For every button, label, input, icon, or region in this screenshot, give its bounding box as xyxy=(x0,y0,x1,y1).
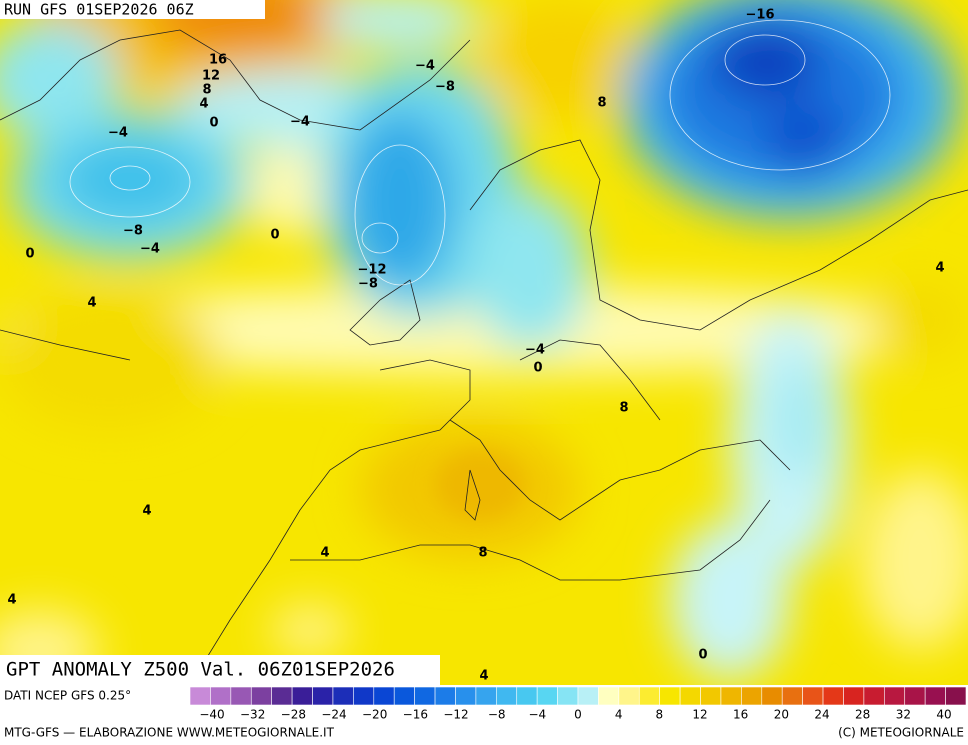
contour-label: 4 xyxy=(7,593,16,608)
colorbar-box xyxy=(291,686,313,706)
copyright: (C) METEOGIORNALE xyxy=(838,726,964,740)
colorbar-label: −32 xyxy=(240,708,265,722)
colorbar-box xyxy=(741,686,763,706)
contour-label: 8 xyxy=(619,401,628,416)
colorbar-box xyxy=(496,686,518,706)
colorbar: −40 −32 −28 −24 −20 −16 −12 −8 −4 0 4 8 12 16 20 24 28 32… xyxy=(189,686,967,722)
header-box xyxy=(0,0,265,19)
colorbar-label: 8 xyxy=(656,708,664,722)
contour-label: 4 xyxy=(479,669,488,684)
colorbar-box xyxy=(884,686,906,706)
credit: MTG-GFS — ELABORAZIONE WWW.METEOGIORNALE… xyxy=(4,726,335,740)
footer-title: GPT ANOMALY Z500 Val. 06Z01SEP2026 xyxy=(6,659,395,681)
colorbar-label: 24 xyxy=(814,708,829,722)
colorbar-box xyxy=(659,686,681,706)
colorbar-box xyxy=(312,686,334,706)
contour-label: 16 xyxy=(209,53,227,68)
colorbar-label: −40 xyxy=(199,708,224,722)
colorbar-box xyxy=(557,686,579,706)
colorbar-box xyxy=(414,686,436,706)
colorbar-label: −24 xyxy=(321,708,346,722)
colorbar-box xyxy=(924,686,946,706)
contour-label: −4 xyxy=(108,126,128,141)
colorbar-label: 4 xyxy=(615,708,623,722)
colorbar-label: −16 xyxy=(403,708,428,722)
colorbar-label: −4 xyxy=(528,708,546,722)
colorbar-box xyxy=(863,686,885,706)
colorbar-box xyxy=(638,686,660,706)
colorbar-box xyxy=(332,686,354,706)
colorbar-box xyxy=(250,686,272,706)
contour-label: 12 xyxy=(202,69,220,84)
colorbar-label: 0 xyxy=(574,708,582,722)
colorbar-label: 32 xyxy=(896,708,911,722)
anomaly-field xyxy=(0,0,968,685)
contour-label: 8 xyxy=(597,96,606,111)
colorbar-box xyxy=(843,686,865,706)
colorbar-label: 16 xyxy=(733,708,748,722)
colorbar-label: −20 xyxy=(362,708,387,722)
colorbar-box xyxy=(189,686,211,706)
contour-label: 0 xyxy=(270,228,279,243)
contour-label: 4 xyxy=(320,546,329,561)
colorbar-box xyxy=(230,686,252,706)
contour-label: 0 xyxy=(698,648,707,663)
colorbar-box xyxy=(945,686,967,706)
contour-label: −4 xyxy=(290,115,310,130)
coastlines xyxy=(0,29,968,685)
colorbar-box xyxy=(536,686,558,706)
colorbar-box xyxy=(373,686,395,706)
colorbar-box xyxy=(516,686,538,706)
colorbar-label: −28 xyxy=(281,708,306,722)
colorbar-box xyxy=(598,686,620,706)
colorbar-box xyxy=(271,686,293,706)
colorbar-label: −8 xyxy=(488,708,506,722)
contour-label: 0 xyxy=(25,247,34,262)
colorbar-label: 12 xyxy=(692,708,707,722)
contour-label: 4 xyxy=(87,296,96,311)
contour-label: −12 xyxy=(358,263,387,278)
colorbar-box xyxy=(577,686,599,706)
contours xyxy=(69,19,891,286)
colorbar-label: 20 xyxy=(774,708,789,722)
contour-label: −8 xyxy=(358,277,378,292)
colorbar-box xyxy=(761,686,783,706)
contour-label: −16 xyxy=(746,8,775,23)
contour-label: −4 xyxy=(525,343,545,358)
contour-label: 0 xyxy=(533,361,542,376)
colorbar-box xyxy=(720,686,742,706)
colorbar-label: −12 xyxy=(443,708,468,722)
colorbar-box xyxy=(904,686,926,706)
footer-box xyxy=(0,655,440,685)
colorbar-box xyxy=(802,686,824,706)
contour-label: 4 xyxy=(142,504,151,519)
colorbar-box xyxy=(822,686,844,706)
colorbar-box xyxy=(781,686,803,706)
colorbar-box xyxy=(353,686,375,706)
colorbar-box xyxy=(210,686,232,706)
header-title: RUN GFS 01SEP2026 06Z xyxy=(4,1,194,19)
contour-label: 8 xyxy=(202,83,211,98)
colorbar-box xyxy=(618,686,640,706)
contour-label: 4 xyxy=(935,261,944,276)
contour-label: −4 xyxy=(415,59,435,74)
colorbar-box xyxy=(393,686,415,706)
source: DATI NCEP GFS 0.25° xyxy=(4,689,131,703)
colorbar-label: 40 xyxy=(936,708,951,722)
colorbar-label: 28 xyxy=(855,708,870,722)
contour-label: 4 xyxy=(199,97,208,112)
colorbar-box xyxy=(475,686,497,706)
colorbar-box xyxy=(434,686,456,706)
contour-label: −4 xyxy=(140,242,160,257)
colorbar-box xyxy=(679,686,701,706)
contour-label: −8 xyxy=(123,224,143,239)
colorbar-box xyxy=(455,686,477,706)
contour-label: 0 xyxy=(209,116,218,131)
contour-label: −8 xyxy=(435,80,455,95)
colorbar-box xyxy=(700,686,722,706)
contour-label: 8 xyxy=(478,546,487,561)
